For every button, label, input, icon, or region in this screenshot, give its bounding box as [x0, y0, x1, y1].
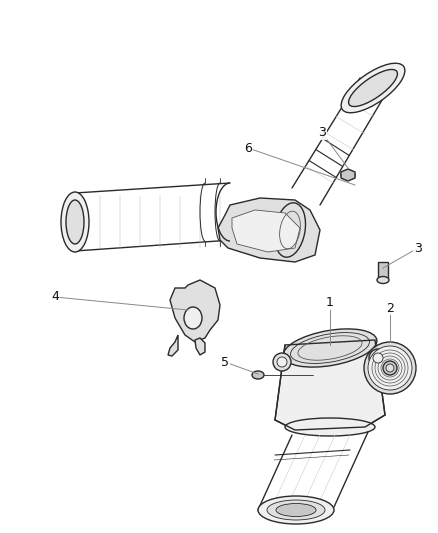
Polygon shape — [378, 262, 388, 278]
Ellipse shape — [275, 203, 306, 257]
Ellipse shape — [373, 353, 383, 363]
Polygon shape — [170, 280, 220, 342]
Polygon shape — [218, 198, 320, 262]
Ellipse shape — [386, 364, 394, 372]
Ellipse shape — [283, 329, 377, 367]
Ellipse shape — [369, 349, 387, 367]
Ellipse shape — [343, 172, 353, 179]
Ellipse shape — [61, 192, 89, 252]
Text: 3: 3 — [318, 126, 326, 140]
Ellipse shape — [377, 277, 389, 284]
Ellipse shape — [277, 357, 287, 367]
Text: 2: 2 — [386, 302, 394, 314]
Ellipse shape — [341, 170, 355, 180]
Ellipse shape — [349, 69, 397, 107]
Ellipse shape — [368, 346, 412, 390]
Ellipse shape — [258, 496, 334, 524]
Polygon shape — [195, 338, 205, 355]
Ellipse shape — [252, 371, 264, 379]
Polygon shape — [341, 169, 355, 181]
Ellipse shape — [66, 200, 84, 244]
Ellipse shape — [267, 500, 325, 520]
Text: 3: 3 — [414, 241, 422, 254]
Polygon shape — [275, 340, 385, 430]
Ellipse shape — [273, 353, 291, 371]
Text: 6: 6 — [244, 141, 252, 155]
Ellipse shape — [383, 361, 397, 375]
Ellipse shape — [276, 504, 316, 516]
Ellipse shape — [364, 342, 416, 394]
Ellipse shape — [341, 63, 405, 113]
Ellipse shape — [285, 418, 375, 436]
Text: 5: 5 — [221, 356, 229, 368]
Ellipse shape — [184, 307, 202, 329]
Text: 1: 1 — [326, 296, 334, 310]
Text: 4: 4 — [51, 290, 59, 303]
Polygon shape — [232, 210, 300, 252]
Polygon shape — [168, 335, 178, 356]
